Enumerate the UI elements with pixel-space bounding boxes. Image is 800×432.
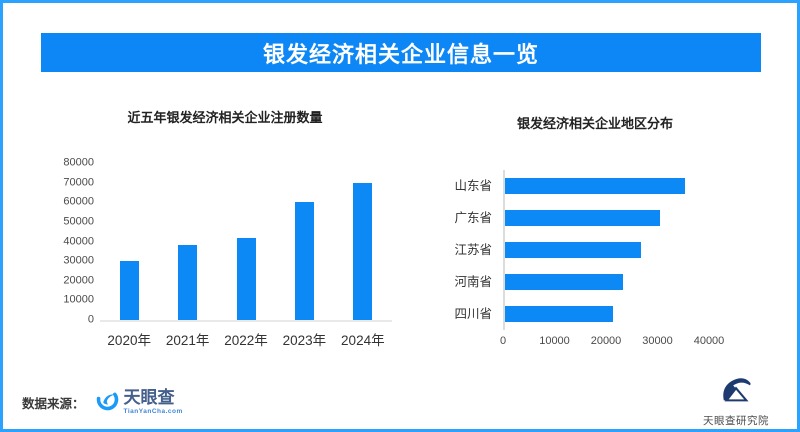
y-tick-label: 20000 <box>63 274 94 287</box>
y-tick-label: 80000 <box>63 156 94 169</box>
bar-河南省 <box>505 274 624 290</box>
page-title: 银发经济相关企业信息一览 <box>41 33 761 72</box>
bar-row <box>505 298 711 330</box>
tianyancha-wordmark: 天眼查 <box>123 387 175 407</box>
tianyancha-eye-icon <box>96 388 119 416</box>
bar-四川省 <box>505 306 614 322</box>
x-tick-label: 10000 <box>539 335 570 347</box>
bar-slot <box>275 163 333 320</box>
registrations-bars <box>100 163 392 322</box>
research-institute-label: 天眼查研究院 <box>703 415 769 427</box>
x-tick-label: 0 <box>499 335 507 347</box>
region-labels: 山东省广东省江苏省河南省四川省 <box>430 170 492 330</box>
y-tick-label: 40000 <box>63 235 94 247</box>
x-category-label: 2020年 <box>107 333 151 348</box>
y-tick-label: 30000 <box>63 254 94 267</box>
x-category-label: 2021年 <box>165 333 210 348</box>
registrations-y-axis: 0 10000 20000 30000 40000 50000 60000 70000 8000… <box>52 157 94 325</box>
bar-row <box>505 202 711 234</box>
bar-row <box>505 170 711 202</box>
research-institute-logo: 天眼查研究院 <box>699 376 773 428</box>
bar-2024年 <box>353 182 373 320</box>
tianyancha-url-text: TianYanCha.com <box>123 408 183 416</box>
tianyancha-logo: 天眼查 TianYanCha.com <box>96 388 183 416</box>
bar-山东省 <box>505 178 686 194</box>
bar-2022年 <box>236 237 256 320</box>
x-category-label: 2024年 <box>341 333 385 348</box>
x-category-label: 2023年 <box>282 333 327 348</box>
x-tick-label: 20000 <box>590 335 622 347</box>
registrations-chart-title: 近五年银发经济相关企业注册数量 <box>127 110 323 125</box>
region-label: 山东省 <box>454 179 492 193</box>
region-x-axis: 0 10000 20000 30000 40000 <box>499 335 724 350</box>
registrations-categories: 2020年 2021年 2022年 2023年 2024年 <box>100 329 392 349</box>
bar-slot <box>334 163 392 320</box>
bar-row <box>505 266 711 298</box>
bar-广东省 <box>505 210 660 226</box>
research-institute-icon <box>718 376 754 411</box>
region-label: 四川省 <box>454 307 492 321</box>
data-source-label: 数据来源： <box>22 396 85 411</box>
region-label: 广东省 <box>454 211 492 225</box>
y-tick-label: 70000 <box>63 176 94 189</box>
x-tick-label: 30000 <box>642 335 673 347</box>
y-tick-label: 60000 <box>63 195 94 208</box>
x-tick-label: 40000 <box>693 335 725 347</box>
bar-2023年 <box>294 202 314 320</box>
bar-江苏省 <box>505 242 642 258</box>
y-tick-label: 50000 <box>63 215 94 228</box>
x-category-label: 2022年 <box>224 333 268 348</box>
bar-slot <box>100 163 158 320</box>
data-source-block: 数据来源： 天眼查 TianYanCha.com <box>22 388 183 416</box>
y-tick-label: 10000 <box>63 293 94 306</box>
bar-row <box>505 234 711 266</box>
bar-2020年 <box>119 261 139 320</box>
bar-slot <box>158 163 216 320</box>
region-label: 河南省 <box>454 275 492 289</box>
region-label: 江苏省 <box>454 243 492 257</box>
region-chart-title: 银发经济相关企业地区分布 <box>516 116 673 131</box>
region-bars <box>503 170 711 330</box>
y-tick-label: 0 <box>87 313 94 326</box>
bar-slot <box>217 163 275 320</box>
bar-2021年 <box>178 245 198 320</box>
